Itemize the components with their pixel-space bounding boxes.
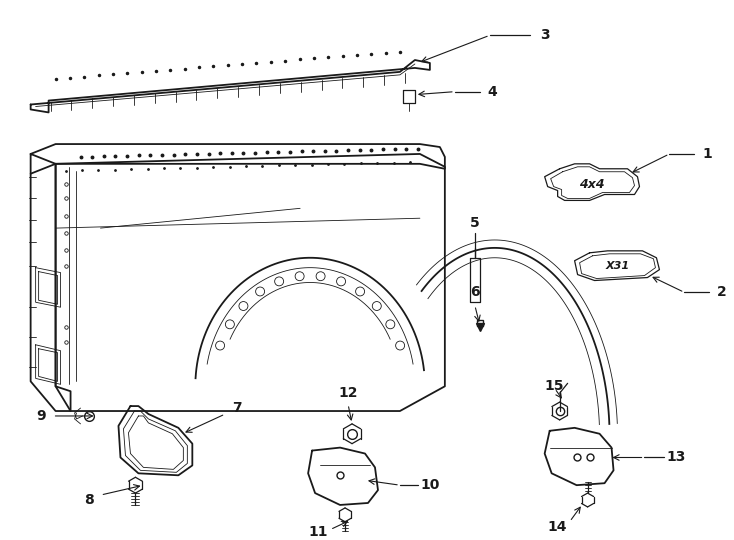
Text: 4: 4 (487, 85, 497, 99)
Text: 4x4: 4x4 (579, 178, 604, 191)
Text: 10: 10 (420, 478, 440, 492)
Text: 6: 6 (470, 285, 479, 299)
Text: 2: 2 (716, 285, 726, 299)
Text: 15: 15 (545, 379, 564, 393)
Text: 13: 13 (666, 450, 686, 464)
Text: 3: 3 (539, 28, 550, 42)
Text: 5: 5 (470, 216, 480, 230)
Text: 7: 7 (233, 401, 242, 415)
Text: 12: 12 (338, 386, 357, 400)
Text: X31: X31 (606, 261, 630, 271)
Text: 11: 11 (308, 525, 328, 538)
Text: 9: 9 (36, 409, 46, 423)
Text: 1: 1 (702, 147, 712, 161)
Text: 8: 8 (84, 493, 93, 507)
Text: 14: 14 (548, 519, 567, 534)
